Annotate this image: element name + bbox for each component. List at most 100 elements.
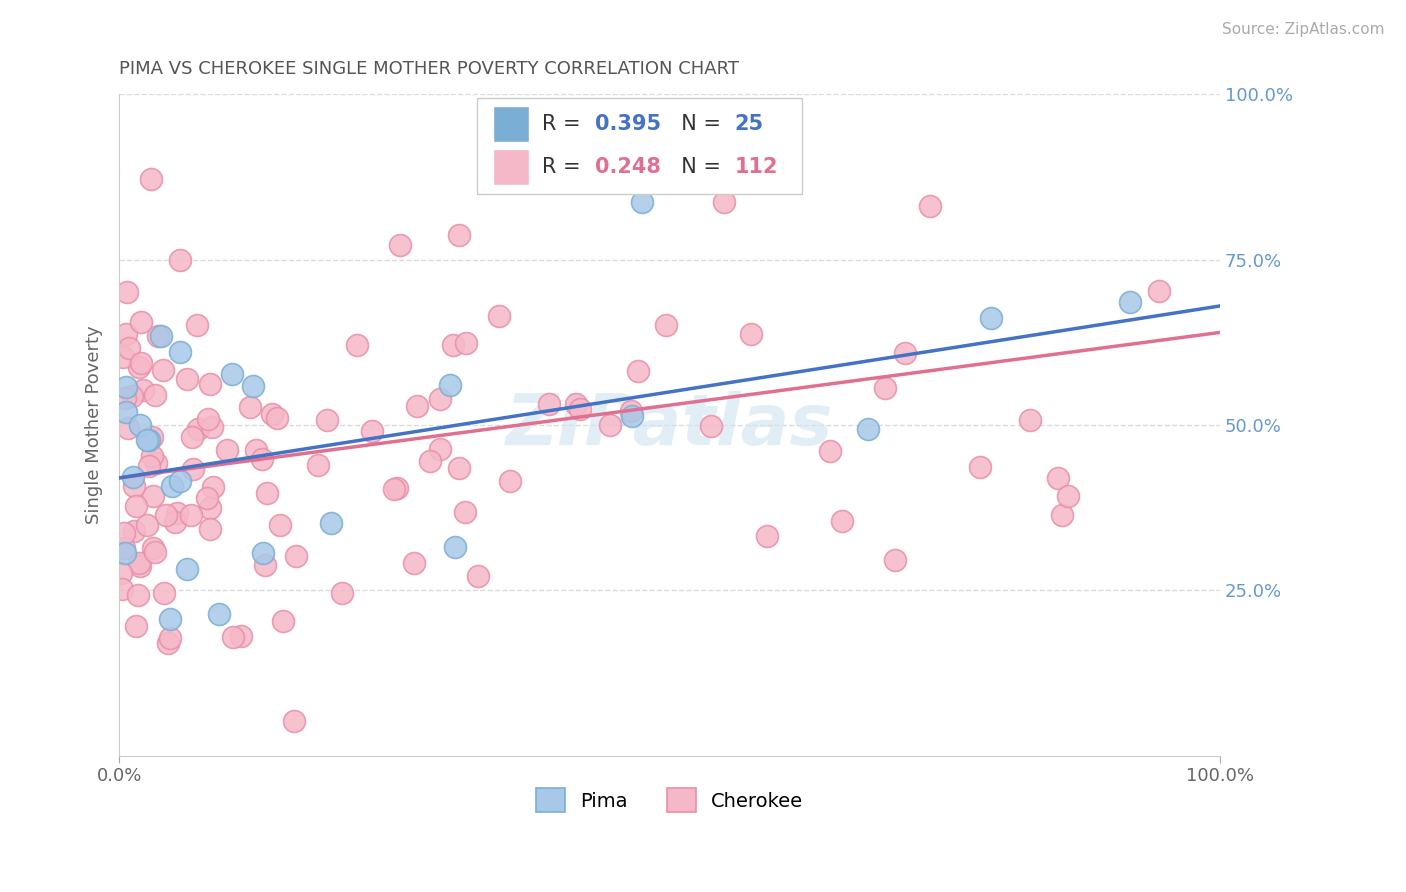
FancyBboxPatch shape <box>494 149 529 186</box>
Point <box>499 474 522 488</box>
Point <box>110 566 132 580</box>
Point <box>169 474 191 488</box>
Text: 0.395: 0.395 <box>595 114 661 134</box>
Point <box>112 541 135 556</box>
Point <box>148 328 170 343</box>
Legend: Pima, Cherokee: Pima, Cherokee <box>536 789 803 812</box>
Point <box>655 318 678 332</box>
Point <box>221 367 243 381</box>
Point <box>129 356 152 370</box>
Point <box>186 318 208 332</box>
Point <box>145 456 167 470</box>
Point <box>740 326 762 341</box>
Point <box>135 433 157 447</box>
Text: 0.248: 0.248 <box>595 157 661 178</box>
Point <box>215 443 238 458</box>
Point <box>200 522 222 536</box>
Point <box>1050 508 1073 523</box>
Point <box>620 409 643 424</box>
Point <box>1118 294 1140 309</box>
Point <box>122 469 145 483</box>
Point <box>128 559 150 574</box>
Point <box>187 422 209 436</box>
Point <box>969 460 991 475</box>
Point <box>454 504 477 518</box>
Point <box>197 412 219 426</box>
Point <box>346 338 368 352</box>
FancyBboxPatch shape <box>477 98 801 194</box>
Point <box>142 541 165 555</box>
Point <box>330 586 353 600</box>
Text: N =: N = <box>668 157 728 178</box>
Point <box>125 619 148 633</box>
Point <box>128 556 150 570</box>
Point <box>162 479 184 493</box>
Point <box>138 459 160 474</box>
Point <box>195 491 218 505</box>
Point <box>124 524 146 538</box>
Point <box>1019 413 1042 427</box>
Point <box>252 452 274 467</box>
Point <box>156 636 179 650</box>
Text: ZIPatlas: ZIPatlas <box>506 391 834 459</box>
Point <box>319 516 342 530</box>
Point <box>201 420 224 434</box>
Point <box>308 458 330 472</box>
Point <box>112 526 135 541</box>
Point <box>429 442 451 457</box>
Point <box>266 411 288 425</box>
Point <box>143 545 166 559</box>
Point <box>132 383 155 397</box>
Point <box>138 433 160 447</box>
Point <box>447 228 470 243</box>
Point <box>169 345 191 359</box>
Point <box>181 430 204 444</box>
Point <box>875 381 897 395</box>
Point <box>115 326 138 341</box>
Point <box>382 482 405 496</box>
Point <box>150 329 173 343</box>
Point <box>198 500 221 515</box>
Point <box>127 588 149 602</box>
Point <box>208 607 231 622</box>
Point <box>283 714 305 729</box>
Point <box>222 630 245 644</box>
Point <box>565 397 588 411</box>
Point <box>1147 284 1170 298</box>
Point <box>111 582 134 596</box>
Point <box>713 195 735 210</box>
Point <box>980 311 1002 326</box>
Point <box>316 413 339 427</box>
Point <box>114 546 136 560</box>
Point <box>166 506 188 520</box>
Point <box>159 611 181 625</box>
Point <box>1047 471 1070 485</box>
Point <box>439 378 461 392</box>
Point <box>125 499 148 513</box>
Point <box>858 422 880 436</box>
Point <box>143 388 166 402</box>
Point <box>893 346 915 360</box>
Point <box>631 195 654 210</box>
Point <box>285 549 308 563</box>
Text: Source: ZipAtlas.com: Source: ZipAtlas.com <box>1222 22 1385 37</box>
Point <box>429 392 451 406</box>
Point <box>128 360 150 375</box>
Point <box>141 449 163 463</box>
Point <box>406 399 429 413</box>
Point <box>198 377 221 392</box>
Point <box>155 508 177 522</box>
Point <box>756 529 779 543</box>
Point <box>180 508 202 522</box>
Point <box>449 461 471 475</box>
Point <box>488 310 510 324</box>
Point <box>129 418 152 433</box>
Point <box>419 454 441 468</box>
Point <box>242 378 264 392</box>
Point <box>121 389 143 403</box>
Point <box>176 562 198 576</box>
Point <box>231 629 253 643</box>
Point <box>114 392 136 406</box>
Point <box>181 462 204 476</box>
Point <box>131 315 153 329</box>
